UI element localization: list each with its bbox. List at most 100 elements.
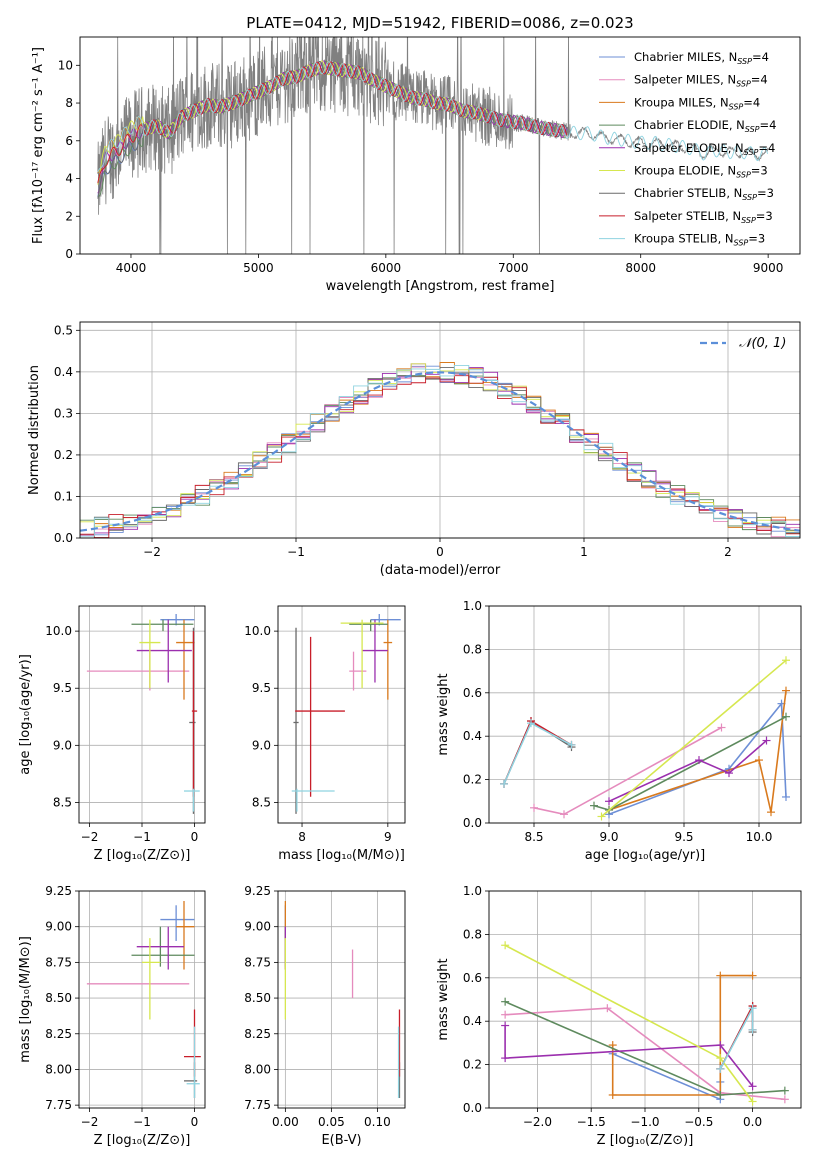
- point-kroupa-elodie: [139, 619, 161, 689]
- model-spectrum-kroupa-stelib: [97, 61, 769, 173]
- chart-age-vs-Z: −2 −1 0 8.5 9.0 9.5 10.0 Z [log₁₀(Z/Z⊙)] age [lo…: [18, 605, 206, 863]
- y-tick-label: 0.8: [463, 927, 482, 941]
- y-tick-label: 0.0: [463, 1101, 482, 1115]
- chart-massweight-vs-Z: −2.0 −1.5 −1.0 −0.5 0.0 0.0 0.2 0.4 0.6 0.8 1.0 Z […: [436, 884, 802, 1148]
- point-chabrier-miles: [160, 905, 195, 941]
- y-tick-label: 8.5: [53, 795, 72, 809]
- x-tick-label: −1.0: [630, 1115, 659, 1129]
- legend-sub: SSP: [737, 57, 752, 66]
- y-tick-label: 0.0: [463, 816, 482, 830]
- point-chabrier-stelib: [293, 627, 299, 814]
- legend-label: Chabrier MILES, NSSP=4: [634, 50, 769, 66]
- series-kroupa-elodie: [597, 656, 790, 821]
- y-tick-label: 1.0: [463, 599, 482, 613]
- plot-area: [86, 613, 200, 814]
- y-tick-label: 8.25: [244, 1027, 271, 1041]
- x-axis-label: E(B-V): [321, 1133, 361, 1148]
- y-tick-label: 1.0: [463, 884, 482, 898]
- point-kroupa-miles: [383, 619, 393, 700]
- legend-tail: =3: [751, 164, 768, 178]
- legend-name: Kroupa MILES, N: [634, 95, 729, 109]
- legend-sub: SSP: [741, 216, 756, 225]
- axes-frame: [277, 890, 406, 1109]
- y-tick-label: 10.0: [244, 624, 271, 638]
- series-kroupa-miles: [608, 971, 757, 1099]
- x-tick-label: −1: [287, 545, 305, 559]
- axes-frame: [79, 321, 801, 539]
- chart-mass-vs-Z: −2 −1 0 7.75 8.00 8.25 8.50 8.75 9.00 9.25 Z [log₁…: [18, 884, 206, 1148]
- point-chabrier-elodie: [349, 619, 388, 632]
- plot-area: [291, 613, 401, 814]
- legend-label: Kroupa MILES, NSSP=4: [634, 95, 760, 111]
- legend-label: Salpeter MILES, NSSP=4: [634, 73, 768, 89]
- x-tick-label: 0.0: [743, 1115, 762, 1129]
- y-tick-label: 8.5: [252, 795, 271, 809]
- y-tick-label: 4: [65, 172, 73, 186]
- series-salpeter-elodie: [605, 736, 771, 806]
- point-kroupa-stelib: [186, 1026, 200, 1099]
- series-chabrier-miles: [605, 699, 790, 819]
- model-spectrum-chabrier-elodie: [97, 60, 568, 198]
- y-axis-label: mass weight: [436, 673, 451, 755]
- y-tick-label: 7.75: [45, 1098, 72, 1112]
- legend-tail: =3: [756, 209, 773, 223]
- y-tick-label: 8.25: [45, 1027, 72, 1041]
- y-tick-label: 0.4: [463, 1014, 482, 1028]
- plot-area: [97, 37, 769, 254]
- x-tick-label: 7000: [498, 261, 529, 275]
- x-tick-label: −1: [133, 830, 151, 844]
- point-kroupa-miles: [176, 619, 195, 700]
- y-tick-label: 0.6: [463, 686, 482, 700]
- x-tick-label: 8.5: [524, 830, 543, 844]
- series-line: [600, 659, 787, 818]
- x-tick-label: 0: [191, 830, 199, 844]
- legend-sub: SSP: [736, 80, 751, 89]
- x-tick-label: −1.5: [577, 1115, 606, 1129]
- legend-sub: SSP: [744, 148, 759, 157]
- y-tick-label: 0.6: [463, 971, 482, 985]
- point-salpeter-elodie: [362, 619, 388, 683]
- y-tick-label: 0.2: [54, 448, 73, 462]
- y-tick-label: 0.4: [463, 729, 482, 743]
- legend-tail: =4: [751, 73, 768, 87]
- legend-sub: SSP: [734, 239, 749, 248]
- histogram-kroupa-stelib: [80, 364, 800, 538]
- x-tick-label: 0.10: [364, 1115, 391, 1129]
- x-tick-label: 10.0: [746, 830, 773, 844]
- y-tick-label: 0.4: [54, 365, 73, 379]
- legend-name: Chabrier MILES, N: [634, 50, 737, 64]
- series-line: [505, 1007, 785, 1101]
- y-axis-label: Normed distribution: [27, 365, 42, 495]
- y-tick-label: 9.25: [45, 884, 72, 898]
- y-tick-label: 0.2: [463, 1058, 482, 1072]
- point-chabrier-miles: [160, 613, 195, 626]
- x-axis-label: Z [log₁₀(Z/Z⊙)]: [94, 848, 191, 863]
- y-tick-label: 8.00: [45, 1062, 72, 1076]
- y-tick-label: 9.00: [244, 920, 271, 934]
- model-spectrum-salpeter-stelib: [97, 61, 568, 184]
- x-tick-label: 9.0: [599, 830, 618, 844]
- x-tick-label: 8000: [625, 261, 656, 275]
- series-salpeter-elodie: [501, 1021, 757, 1091]
- y-tick-label: 10: [58, 58, 73, 72]
- series-line: [719, 1007, 754, 1070]
- x-axis-label: (data-model)/error: [380, 563, 501, 578]
- chart-spectrum: 4000 5000 6000 7000 8000 9000 0 2 4 6 8 10 wavelengt…: [31, 14, 801, 294]
- chart-massweight-vs-age: 8.5 9.0 9.5 10.0 0.0 0.2 0.4 0.6 0.8 1.0 age [log₁…: [436, 599, 802, 863]
- point-chabrier-elodie: [131, 619, 194, 632]
- axes-frame: [277, 605, 406, 824]
- y-tick-label: 6: [65, 134, 73, 148]
- series-kroupa-stelib: [500, 719, 576, 788]
- x-tick-label: −2: [143, 545, 161, 559]
- legend: 𝒩(0, 1): [700, 336, 786, 351]
- y-tick-label: 9.00: [45, 920, 72, 934]
- y-tick-label: 0: [65, 247, 73, 261]
- x-tick-label: −2: [81, 830, 99, 844]
- x-tick-label: −1: [133, 1115, 151, 1129]
- legend-name: Chabrier ELODIE, N: [634, 118, 745, 132]
- legend-name: Salpeter MILES, N: [634, 73, 736, 87]
- legend-label: Kroupa ELODIE, NSSP=3: [634, 164, 768, 180]
- series-chabrier-elodie: [501, 997, 789, 1099]
- x-tick-label: 1: [580, 545, 588, 559]
